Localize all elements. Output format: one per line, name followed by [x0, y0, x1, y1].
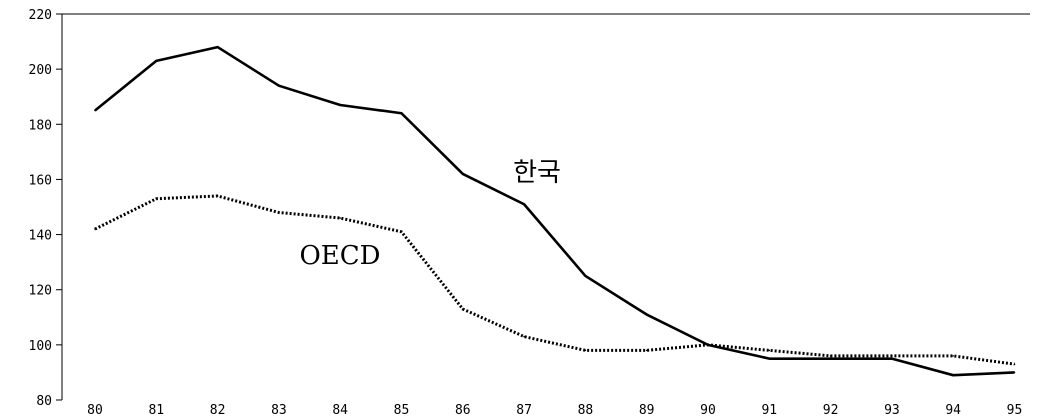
data-point — [216, 46, 219, 48]
data-point — [707, 344, 709, 346]
data-point — [155, 60, 158, 62]
y-tick-label: 160 — [29, 173, 52, 188]
data-point — [339, 104, 342, 106]
x-tick-label: 85 — [394, 403, 410, 418]
data-point — [952, 355, 954, 357]
data-point — [645, 349, 648, 352]
x-tick-label: 87 — [516, 403, 532, 418]
data-point — [523, 203, 525, 206]
y-tick-label: 140 — [29, 229, 52, 244]
series-layer — [94, 45, 1016, 377]
x-tick-label: 83 — [271, 403, 287, 418]
x-tick-label: 86 — [455, 403, 471, 418]
y-tick-label: 100 — [29, 339, 52, 354]
data-point — [645, 313, 648, 316]
x-tick-label: 89 — [639, 403, 655, 418]
x-tick-label: 84 — [332, 403, 348, 418]
data-point — [155, 197, 158, 200]
data-point — [278, 211, 280, 214]
x-tick-label: 95 — [1007, 403, 1023, 418]
x-tick-label: 80 — [87, 403, 103, 418]
data-point — [768, 357, 771, 360]
x-tick-label: 82 — [210, 403, 226, 418]
x-tick-label: 92 — [823, 403, 839, 418]
x-tick-label: 93 — [884, 403, 900, 418]
data-point — [584, 349, 587, 352]
y-axis-ticks: 80 100 120 140 160 180 200 220 — [29, 8, 62, 409]
x-tick-label: 91 — [761, 403, 777, 418]
data-point — [278, 84, 280, 87]
data-point — [523, 335, 525, 338]
data-point — [891, 355, 893, 357]
data-point — [339, 217, 342, 219]
x-tick-label: 94 — [945, 403, 961, 418]
data-point — [1013, 371, 1016, 374]
series-line-oecd — [94, 194, 1015, 366]
series-annotations: 한국 OECD — [299, 158, 560, 271]
x-tick-label: 81 — [148, 403, 164, 418]
data-point — [400, 231, 403, 233]
data-point — [462, 308, 464, 310]
y-tick-label: 180 — [29, 118, 52, 133]
x-tick-label: 90 — [700, 403, 716, 418]
data-point — [768, 349, 771, 352]
series-line-korea — [94, 45, 1015, 377]
axes — [61, 13, 1030, 400]
data-point — [400, 112, 403, 115]
data-point — [891, 357, 893, 360]
data-point — [216, 195, 219, 197]
x-tick-label: 88 — [578, 403, 594, 418]
data-point — [952, 374, 954, 376]
data-point — [94, 109, 96, 112]
data-point — [829, 355, 832, 357]
data-point — [829, 357, 832, 360]
y-tick-label: 120 — [29, 284, 52, 299]
data-point — [584, 275, 587, 277]
y-tick-label: 200 — [29, 63, 52, 78]
data-point — [94, 228, 96, 230]
data-point — [462, 173, 464, 175]
y-tick-label: 80 — [36, 394, 52, 409]
y-tick-label: 220 — [29, 8, 52, 23]
x-axis-ticks: 80 81 82 83 84 85 86 87 88 89 90 91 92 93 94 95 — [87, 403, 1022, 418]
series-label: OECD — [299, 241, 380, 271]
data-point — [1013, 363, 1016, 365]
series-label: 한국 — [513, 158, 561, 188]
